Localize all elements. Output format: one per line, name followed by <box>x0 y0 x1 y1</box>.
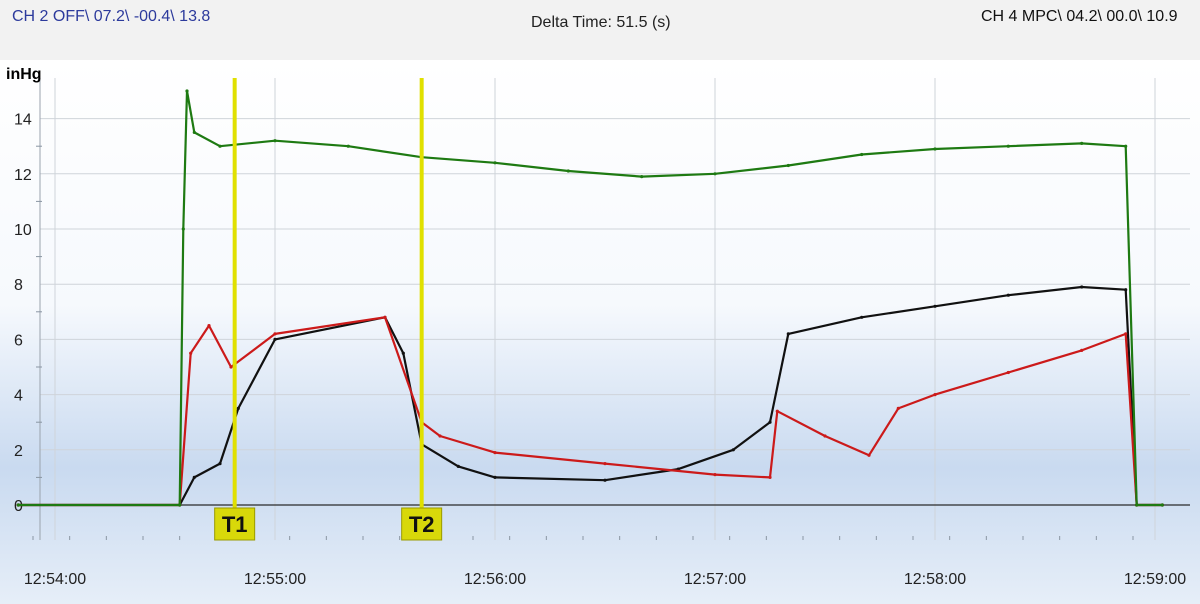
green-point <box>178 503 182 507</box>
green-point <box>1006 144 1010 148</box>
green-point <box>1160 503 1164 507</box>
green-point <box>713 172 717 176</box>
cursor-label-box <box>214 507 256 541</box>
y-tick-label: 6 <box>14 332 23 349</box>
red-point <box>775 409 779 413</box>
red-point <box>383 315 387 319</box>
series-traces <box>16 89 1164 507</box>
red-point <box>768 475 772 479</box>
readout-header: CH 2 OFF\ 07.2\ -00.4\ 13.8 Delta Time: … <box>0 0 1200 61</box>
green-point <box>218 144 222 148</box>
cursor-label: T1 <box>222 512 248 537</box>
black-point <box>860 315 864 319</box>
x-tick-label: 12:58:00 <box>904 571 966 588</box>
green-point <box>273 139 277 143</box>
red-point <box>713 473 717 477</box>
red-point <box>1080 348 1084 352</box>
x-tick-label: 12:59:00 <box>1124 571 1186 588</box>
red-point <box>603 462 607 466</box>
green-point <box>185 89 189 93</box>
x-tick-label: 12:56:00 <box>464 571 526 588</box>
delta-time-readout: Delta Time: 51.5 (s) <box>531 14 671 31</box>
grid <box>39 78 1190 540</box>
ch2-readout: CH 2 OFF\ 07.2\ -00.4\ 13.8 <box>12 8 211 25</box>
red-point <box>823 434 827 438</box>
black-point <box>731 448 735 452</box>
y-tick-label: 14 <box>14 112 32 129</box>
x-tick-label: 12:55:00 <box>244 571 306 588</box>
green-point <box>1080 141 1084 145</box>
green-point <box>640 175 644 179</box>
green-point <box>346 144 350 148</box>
green-point <box>860 152 864 157</box>
y-tick-label: 2 <box>14 443 23 460</box>
black-point <box>1006 293 1010 297</box>
green-point <box>786 163 790 168</box>
green-point <box>181 227 185 231</box>
green-point <box>933 147 937 151</box>
pressure-chart: inHg 02468101214 12:54:0012:55:0012:56:0… <box>0 60 1200 604</box>
black-point <box>1124 288 1128 292</box>
red-point <box>229 365 233 369</box>
y-axis-unit-label: inHg <box>6 66 42 83</box>
green-point <box>566 169 570 173</box>
red-point <box>1006 370 1010 375</box>
x-tick-labels: 12:54:00 12:55:00 12:56:00 12:57:00 12:58:00… <box>24 571 1186 588</box>
ch4-readout: CH 4 MPC\ 04.2\ 00.0\ 10.9 <box>981 8 1178 25</box>
cursor-label: T2 <box>409 512 435 537</box>
y-tick-label: 10 <box>14 222 32 239</box>
cursors: T1 T2 <box>214 78 443 541</box>
y-tick-label: 12 <box>14 167 32 184</box>
x-tick-label: 12:57:00 <box>684 571 746 588</box>
red-point <box>438 434 442 438</box>
green-point <box>1135 503 1139 507</box>
black-point <box>456 464 460 468</box>
black-point <box>273 337 277 341</box>
y-tick-label: 4 <box>14 388 23 405</box>
red-point <box>273 332 277 336</box>
black-point <box>236 406 240 410</box>
red-point <box>207 324 211 328</box>
black-point <box>933 304 937 308</box>
black-point <box>786 332 790 336</box>
red-point <box>493 451 497 455</box>
green-point <box>493 161 497 165</box>
red-point <box>933 393 937 397</box>
black-point <box>218 462 222 466</box>
black-point <box>401 351 405 355</box>
black-point <box>1080 285 1084 289</box>
black-point <box>493 475 497 479</box>
black-point <box>192 475 196 479</box>
red-point <box>867 453 871 457</box>
black-point <box>768 420 772 424</box>
green-point <box>16 503 20 507</box>
red-point <box>189 351 193 355</box>
plot-background <box>0 60 1200 604</box>
red-point <box>1124 332 1128 336</box>
green-point <box>192 130 196 134</box>
black-point <box>603 478 607 482</box>
cursor-label-box <box>401 507 443 541</box>
x-tick-label: 12:54:00 <box>24 571 86 588</box>
y-tick-label: 8 <box>14 277 23 294</box>
green-point <box>1124 144 1128 148</box>
red-point <box>896 406 900 410</box>
